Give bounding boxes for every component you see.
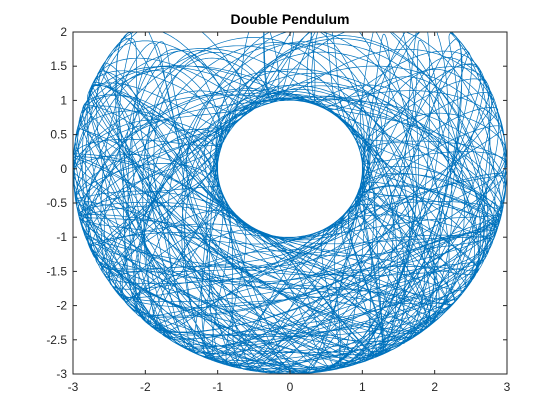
x-tick-label: 2	[431, 380, 438, 394]
y-tick-label: 0.5	[50, 128, 67, 142]
y-tick-label: 0	[60, 162, 67, 176]
pendulum-trace-line	[73, 32, 507, 374]
x-tick-label: -2	[140, 380, 151, 394]
y-tick-label: -1	[56, 230, 67, 244]
x-tick-label: -1	[212, 380, 223, 394]
x-tick-label: 1	[359, 380, 366, 394]
y-tick-label: -2.5	[46, 333, 67, 347]
x-tick-label: 0	[287, 380, 294, 394]
y-tick-label: 1	[60, 93, 67, 107]
y-tick-label: -1.5	[46, 264, 67, 278]
y-tick-label: -3	[56, 367, 67, 381]
axes: -3 -2 -1 0 1 2 3 -3 -2.5 -2 -1.5 -1 -0.5 0 0.5 1 1.5 2	[46, 25, 510, 394]
y-tick-label: -0.5	[46, 196, 67, 210]
y-tick-label: -2	[56, 299, 67, 313]
y-tick-label: 2	[60, 25, 67, 39]
y-tick-label: 1.5	[50, 59, 67, 73]
plot-area	[73, 32, 507, 374]
x-tick-label: 3	[504, 380, 511, 394]
chart-title: Double Pendulum	[231, 11, 350, 27]
x-tick-label: -3	[68, 380, 79, 394]
